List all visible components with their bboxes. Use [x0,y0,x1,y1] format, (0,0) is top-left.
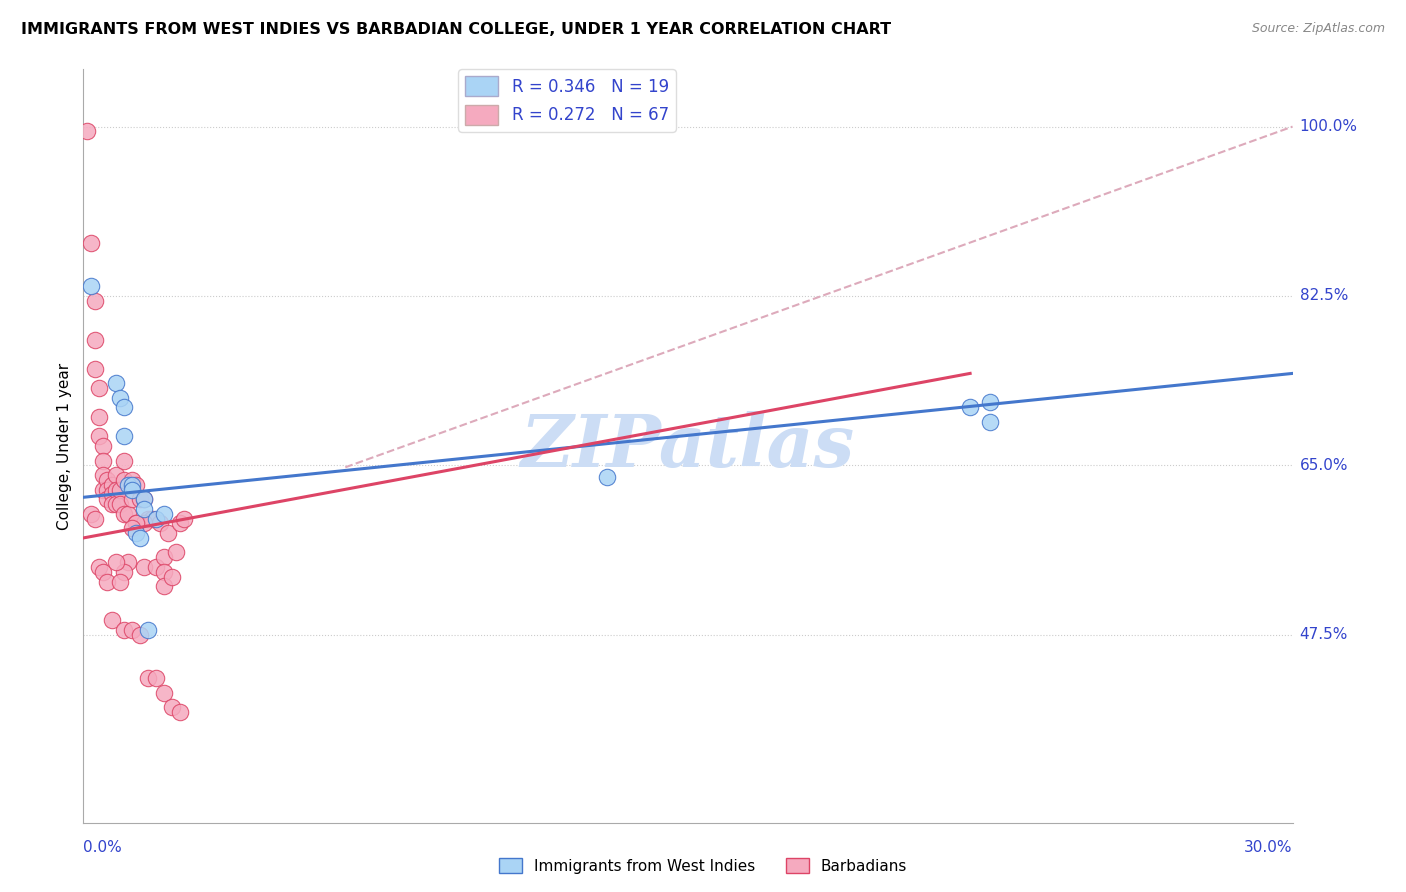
Point [104,555,127,569]
Point [153,565,176,579]
Point [100,477,122,491]
Point [125,477,148,491]
Point [117,507,139,521]
Point [117,555,139,569]
Point [132,492,155,507]
Point [93,483,115,497]
Point [141,511,163,525]
Text: IMMIGRANTS FROM WEST INDIES VS BARBADIAN COLLEGE, UNDER 1 YEAR CORRELATION CHART: IMMIGRANTS FROM WEST INDIES VS BARBADIAN… [21,22,891,37]
Point [84,361,107,376]
Point [121,521,143,535]
Point [125,516,148,531]
Point [108,391,131,405]
Point [112,473,135,487]
Point [160,700,183,714]
Point [121,623,143,637]
Point [165,545,187,559]
Point [108,574,131,589]
Point [173,511,195,525]
Point [169,516,191,531]
Point [156,526,179,541]
Point [153,579,176,593]
Point [145,560,167,574]
Y-axis label: College, Under 1 year: College, Under 1 year [58,362,72,530]
Point [84,333,107,347]
Point [128,492,150,507]
Text: 82.5%: 82.5% [1299,288,1348,303]
Point [93,453,115,467]
Point [132,492,155,507]
Point [93,439,115,453]
Point [93,468,115,483]
Point [104,497,127,511]
Point [96,473,118,487]
Point [108,483,131,497]
Point [84,511,107,525]
Point [121,492,143,507]
Point [100,613,122,627]
Point [132,516,155,531]
Point [117,477,139,491]
Point [149,516,172,531]
Point [112,401,135,415]
Point [121,477,143,491]
Text: Source: ZipAtlas.com: Source: ZipAtlas.com [1251,22,1385,36]
Point [132,502,155,516]
Point [112,507,135,521]
Point [112,429,135,443]
Point [104,376,127,390]
Point [145,671,167,685]
Point [112,565,135,579]
Point [80,279,103,293]
Point [125,516,148,531]
Point [80,507,103,521]
Point [125,526,148,541]
Point [96,483,118,497]
Point [132,560,155,574]
Point [121,473,143,487]
Point [104,468,127,483]
Legend: R = 0.346   N = 19, R = 0.272   N = 67: R = 0.346 N = 19, R = 0.272 N = 67 [458,70,675,132]
Point [160,569,183,583]
Point [89,560,111,574]
Point [145,511,167,525]
Point [136,511,159,525]
Text: 0.0%: 0.0% [83,839,122,855]
Point [96,574,118,589]
Point [136,671,159,685]
Point [76,124,98,138]
Point [89,381,111,395]
Text: 30.0%: 30.0% [1244,839,1292,855]
Point [89,409,111,424]
Point [128,531,150,545]
Point [959,401,981,415]
Point [100,487,122,501]
Point [89,429,111,443]
Point [153,550,176,565]
Text: 65.0%: 65.0% [1299,458,1348,473]
Point [100,497,122,511]
Point [112,623,135,637]
Point [112,453,135,467]
Point [169,705,191,719]
Point [108,497,131,511]
Legend: Immigrants from West Indies, Barbadians: Immigrants from West Indies, Barbadians [492,852,914,880]
Point [128,628,150,642]
Point [84,293,107,308]
Point [96,492,118,507]
Text: 100.0%: 100.0% [1299,120,1358,134]
Point [121,483,143,497]
Point [80,235,103,250]
Point [979,395,1001,409]
Point [93,565,115,579]
Text: 47.5%: 47.5% [1299,627,1348,642]
Point [153,686,176,700]
Point [136,623,159,637]
Point [979,415,1001,429]
Point [596,470,619,484]
Point [104,483,127,497]
Text: ZIPatlas: ZIPatlas [520,410,855,482]
Point [153,507,176,521]
